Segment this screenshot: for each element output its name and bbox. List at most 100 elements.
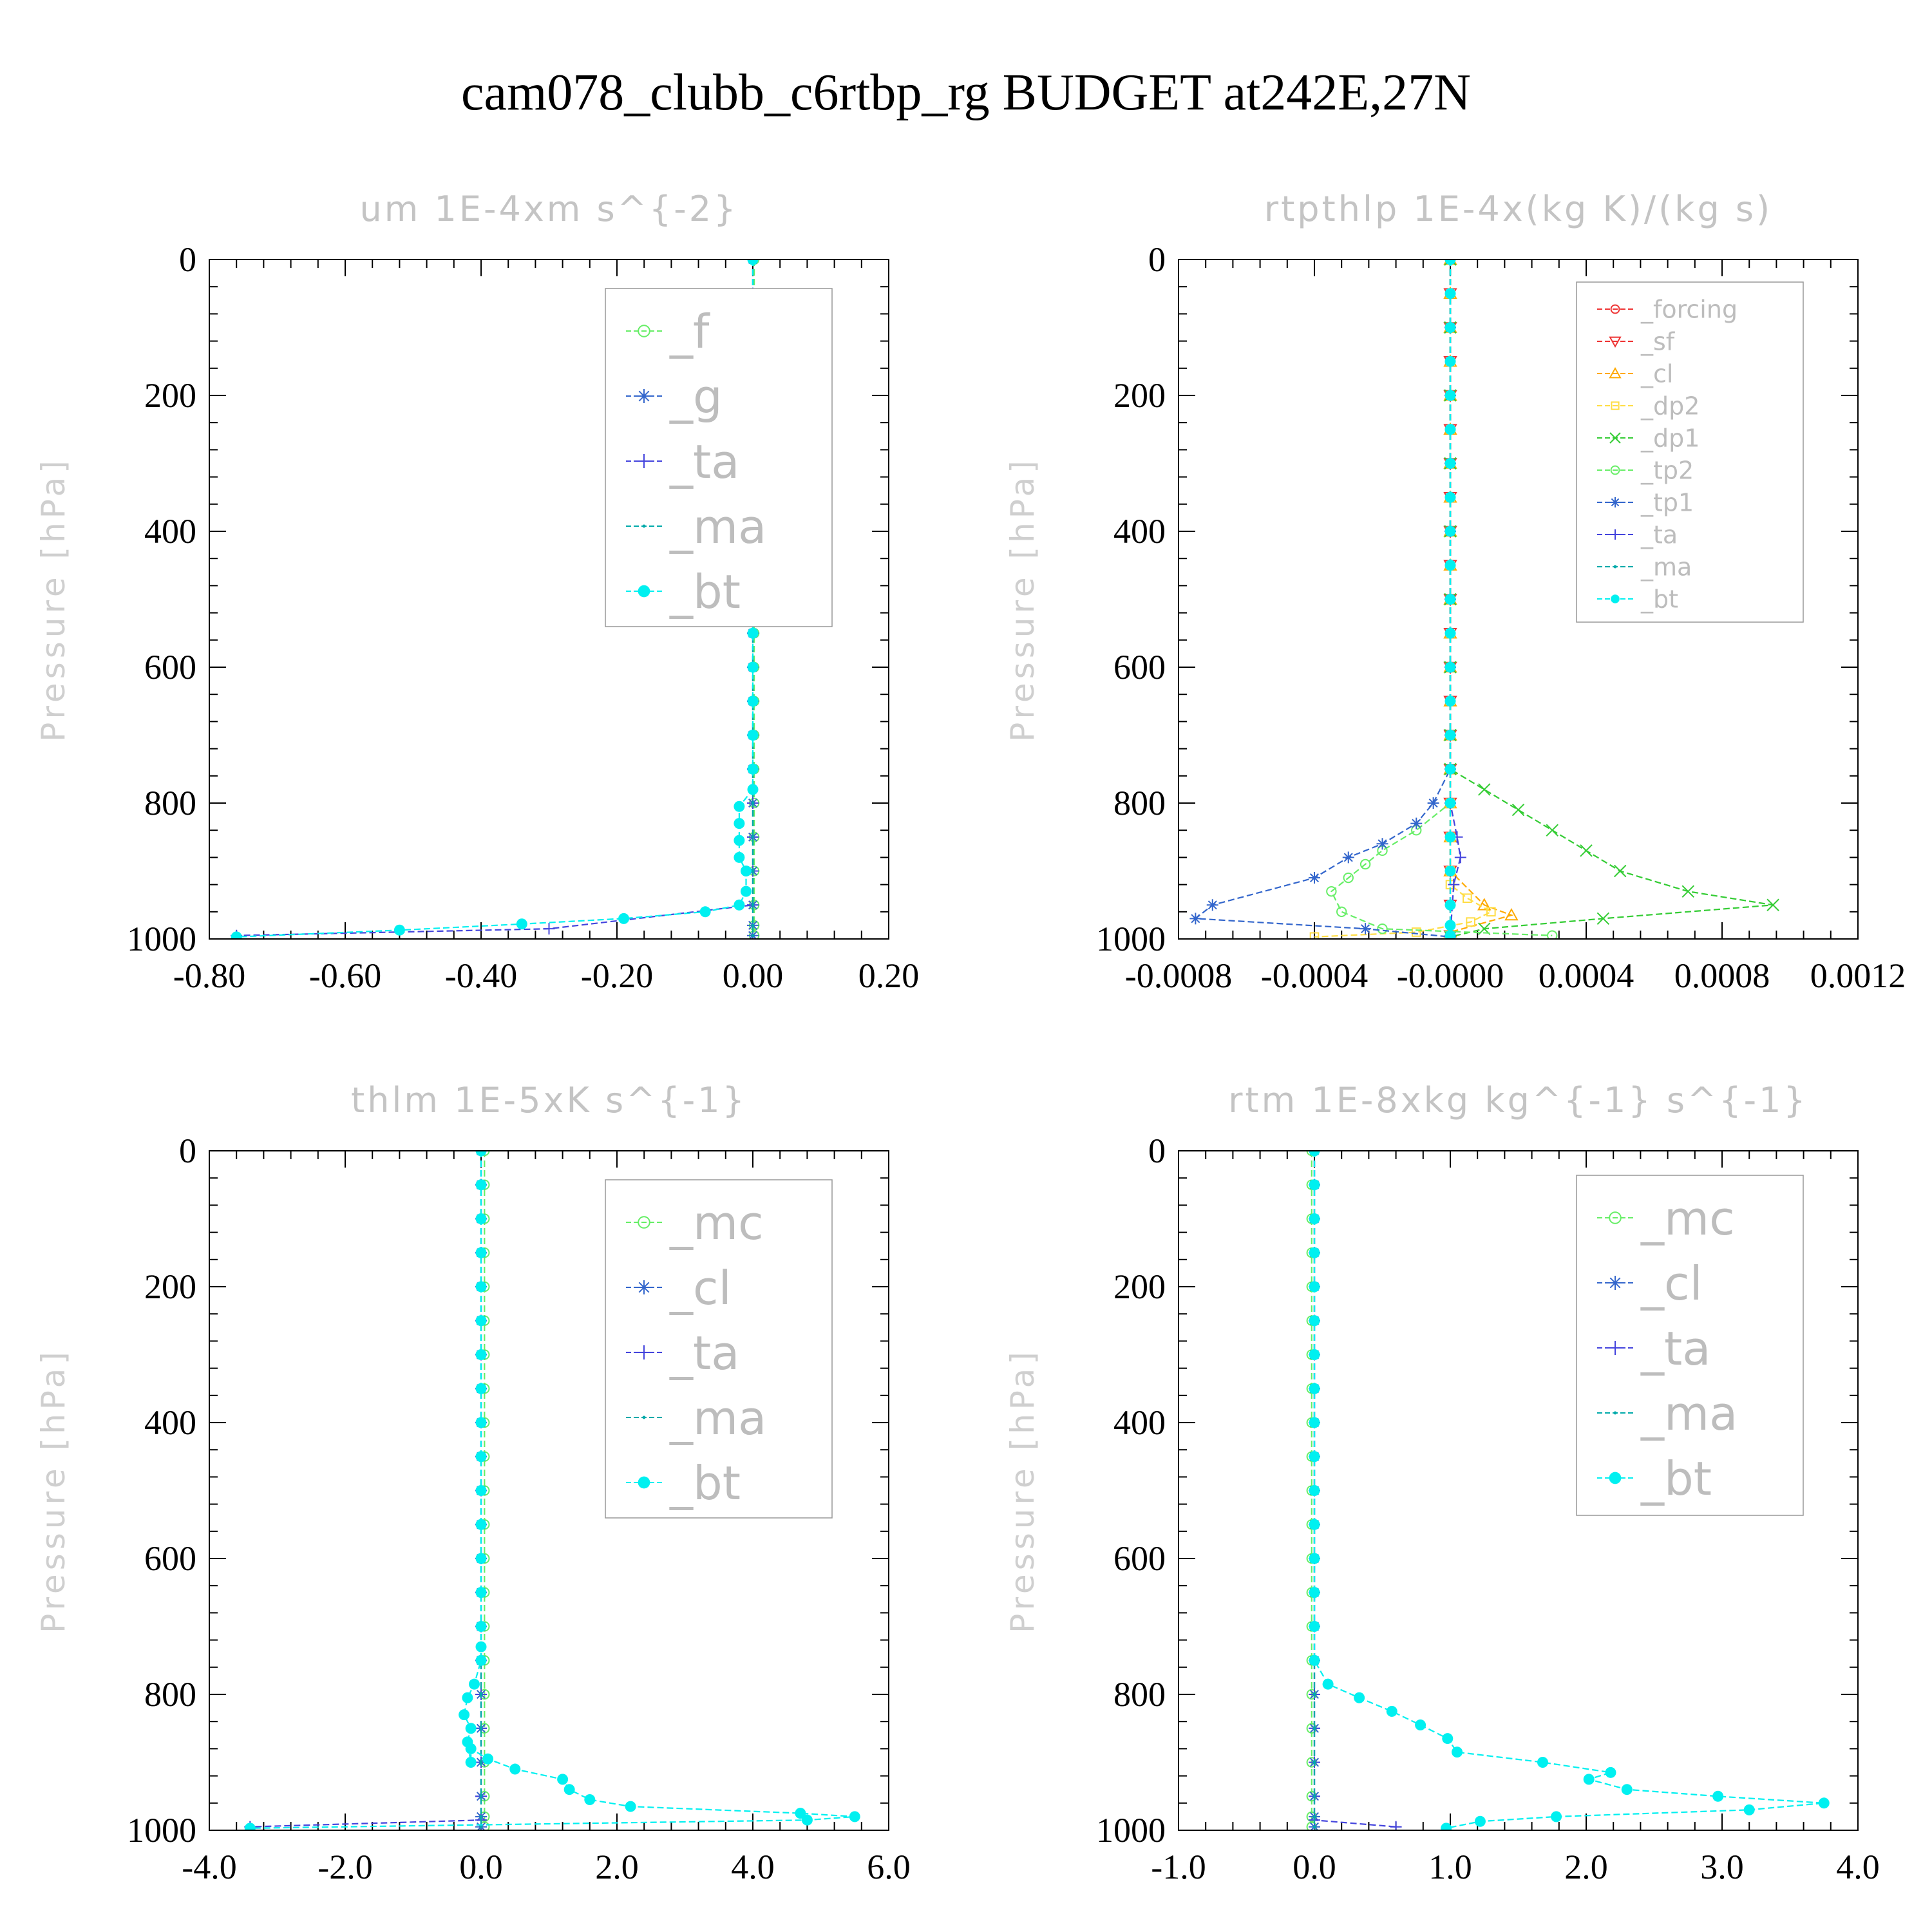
data-point [1189,913,1202,925]
y-tick-label: 200 [144,376,196,415]
data-point [479,1727,483,1730]
data-point [1309,1654,1320,1666]
y-tick-label: 0 [179,1132,196,1170]
data-point [747,260,759,265]
panel-title: rtm 1E-8xkg kg^{-1} s^{-1} [1228,1080,1808,1121]
x-tick-label: 0.0012 [1810,956,1906,995]
y-tick-label: 800 [144,784,196,822]
data-point [1580,844,1593,857]
legend-marker [637,1345,651,1359]
data-point [1309,1315,1320,1327]
legend-entry: _dp2 [1640,392,1700,421]
chart-panel-3: thlm 1E-5xK s^{-1} Pressure [hPa] -4.0 -2.0… [35,1080,911,1886]
x-tick-label: 1.0 [1428,1848,1472,1886]
data-point [462,1692,473,1703]
series-line [1314,260,1493,938]
legend: _forcing _sf _cl _dp2 _dp1 _tp2 _tp1 _ta _ma _bt [1576,281,1804,623]
data-point [1309,872,1320,884]
panels: um 1E-4xm s^{-2} Pressure [hPa] -0.80 -0.60… [35,189,1906,1886]
plot-frame [209,1150,889,1831]
legend-marker [1613,1411,1617,1415]
data-point [1309,1553,1320,1564]
data-point [1452,1747,1463,1758]
legend-entry: _ta [669,435,739,489]
data-point [1444,594,1456,605]
x-tick-label: 0.20 [858,956,920,995]
data-point [393,924,405,936]
x-tick-label: -0.0004 [1261,956,1368,995]
data-point [1312,1761,1316,1764]
x-tick-label: 0.00 [723,956,784,995]
x-tick-label: 0.0 [1293,1848,1336,1886]
y-tick-label: 0 [1148,240,1166,279]
data-point [751,869,755,873]
data-point [475,1451,487,1463]
data-point [1466,917,1475,927]
data-point [1359,858,1371,870]
legend-marker [1608,1341,1622,1355]
legend-marker [1613,565,1617,569]
legend-entry: _ta [1640,1321,1710,1376]
y-tick-label: 1000 [127,920,196,958]
x-tick-label: -2.0 [317,1848,372,1886]
legend-marker [1610,304,1620,314]
x-tick-label: 2.0 [1564,1848,1608,1886]
y-tick-label: 800 [1113,784,1166,822]
data-point [1743,1804,1755,1815]
legend-entry: _mc [1640,1191,1735,1245]
data-point [1444,560,1456,571]
x-tick-label: 0.0008 [1674,956,1770,995]
x-tick-label: -0.80 [173,956,245,995]
legend-marker [1609,1472,1622,1484]
data-point [479,1825,483,1829]
data-point [751,903,755,907]
series-group [1306,1151,1830,1830]
data-point [475,1281,487,1293]
data-point [1415,1719,1426,1730]
legend-entry: _cl [1640,1256,1703,1311]
data-point [1312,1692,1316,1696]
data-point [795,1808,806,1819]
data-point [1818,1797,1830,1809]
data-point [1596,912,1610,925]
data-point [468,1678,480,1690]
legend-marker [638,1476,650,1489]
data-point [1441,1823,1452,1830]
data-point [475,1654,487,1666]
data-point [1444,260,1456,265]
data-point [1444,355,1456,367]
data-point [1377,923,1388,934]
data-point [516,918,527,930]
legend-entry: _ma [669,1391,766,1445]
data-point [1444,424,1456,435]
y-tick-label: 400 [1113,512,1166,551]
data-point [1309,1179,1320,1191]
series-line [250,1151,855,1829]
y-tick-label: 1000 [127,1811,196,1850]
series-tp1 [1189,260,1456,939]
legend-marker [642,524,646,528]
chart-panel-2: rtpthlp 1E-4x(kg K)/(kg s) Pressure [hPa]… [1004,189,1906,995]
data-point [734,851,745,863]
x-tick-label: 4.0 [731,1848,775,1886]
data-point [734,899,745,911]
data-point [1342,851,1354,864]
legend-marker [1611,401,1620,410]
data-point [1442,1733,1454,1745]
data-point [479,1815,483,1819]
legend-marker [638,585,650,598]
data-point [1504,908,1519,921]
series-bt [1444,260,1456,939]
data-point [475,1179,487,1191]
data-point [1537,1757,1548,1768]
legend: _mc _cl _ta _ma _bt [605,1179,833,1519]
legend-box [605,288,833,627]
data-point [475,1349,487,1360]
data-point [747,784,759,795]
data-point [475,1485,487,1496]
data-point [1478,783,1491,796]
legend-entry: _cl [669,1261,732,1315]
y-tick-label: 800 [144,1675,196,1714]
series-ta [1309,1151,1402,1830]
legend-entry: _ma [669,500,766,554]
